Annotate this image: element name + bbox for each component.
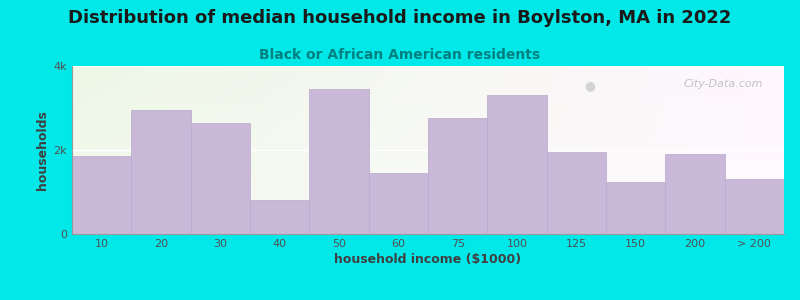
Bar: [131, 110, 190, 234]
Bar: [666, 154, 725, 234]
Bar: [310, 89, 369, 234]
Text: Black or African American residents: Black or African American residents: [259, 48, 541, 62]
Bar: [369, 173, 428, 234]
Text: Distribution of median household income in Boylston, MA in 2022: Distribution of median household income …: [68, 9, 732, 27]
Y-axis label: households: households: [36, 110, 50, 190]
Bar: [190, 123, 250, 234]
Bar: [72, 156, 131, 234]
Bar: [428, 118, 487, 234]
Bar: [606, 182, 666, 234]
Text: City-Data.com: City-Data.com: [683, 80, 762, 89]
Bar: [250, 200, 310, 234]
X-axis label: household income ($1000): household income ($1000): [334, 253, 522, 266]
Bar: [546, 152, 606, 234]
Bar: [725, 179, 784, 234]
Bar: [487, 95, 546, 234]
Text: ●: ●: [585, 80, 595, 92]
